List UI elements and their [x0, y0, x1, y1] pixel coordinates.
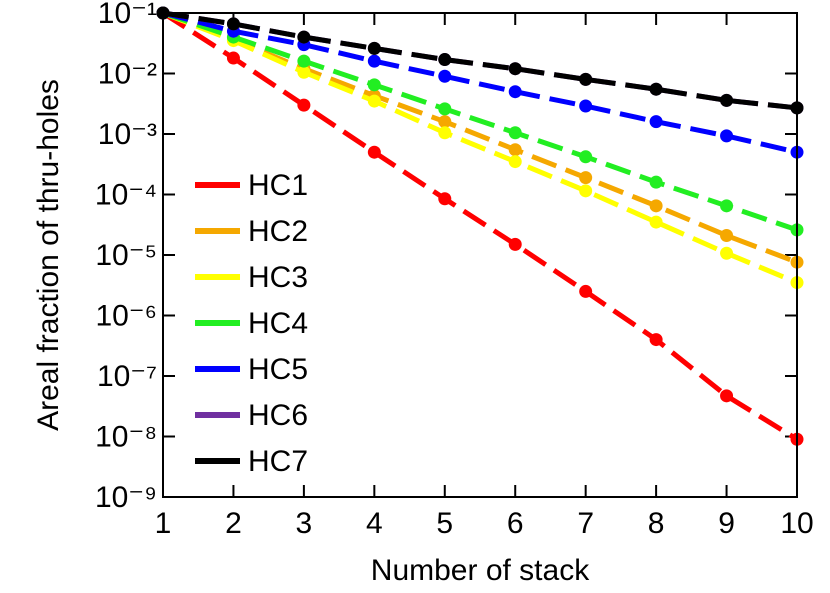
data-point	[438, 53, 452, 67]
y-tick-label: 10⁻²	[98, 57, 157, 90]
y-tick-label: 10⁻⁸	[95, 420, 157, 453]
legend-label: HC3	[248, 261, 308, 294]
data-point	[720, 129, 734, 143]
legend-label: HC1	[248, 169, 308, 202]
data-point	[579, 184, 593, 198]
series-line	[161, 10, 799, 442]
data-point	[720, 246, 734, 260]
x-tick-label: 7	[577, 507, 594, 540]
data-point	[226, 51, 240, 65]
x-tick-label: 10	[780, 507, 813, 540]
y-tick-label: 10⁻⁷	[97, 360, 157, 393]
series-line	[162, 10, 798, 233]
data-point	[367, 145, 381, 159]
data-point	[579, 150, 593, 164]
data-point	[649, 333, 663, 347]
x-tick-label: 8	[648, 507, 665, 540]
data-point	[649, 175, 663, 189]
data-point	[579, 284, 593, 298]
data-point	[720, 199, 734, 213]
y-tick-label: 10⁻¹	[98, 0, 157, 30]
data-point	[649, 215, 663, 229]
legend-label: HC5	[248, 353, 308, 386]
data-point	[226, 17, 240, 31]
x-axis-label: Number of stack	[371, 554, 590, 587]
x-tick-label: 1	[155, 507, 172, 540]
data-point	[367, 41, 381, 55]
data-point	[438, 115, 452, 129]
data-point	[438, 102, 452, 116]
data-point	[438, 192, 452, 206]
data-point	[508, 155, 522, 169]
data-point	[649, 199, 663, 213]
legend-label: HC4	[248, 307, 308, 340]
series-line	[162, 10, 798, 155]
x-tick-label: 5	[436, 507, 453, 540]
x-tick-label: 3	[296, 507, 313, 540]
data-point	[367, 94, 381, 108]
data-point	[579, 72, 593, 86]
y-tick-label: 10⁻⁴	[95, 178, 157, 211]
data-point	[367, 54, 381, 68]
data-point	[297, 65, 311, 79]
y-axis-label: Areal fraction of thru-holes	[32, 79, 65, 431]
data-point	[508, 85, 522, 99]
data-point	[297, 30, 311, 44]
y-tick-label: 10⁻⁹	[95, 481, 157, 514]
data-point	[579, 171, 593, 185]
data-point	[720, 229, 734, 243]
legend-label: HC7	[248, 445, 308, 478]
data-point	[297, 98, 311, 112]
y-tick-label: 10⁻⁶	[95, 299, 157, 332]
data-point	[720, 93, 734, 107]
plot-frame	[162, 12, 798, 498]
x-tick-label: 2	[225, 507, 242, 540]
series-line	[162, 10, 798, 285]
data-point	[649, 115, 663, 129]
data-point	[508, 143, 522, 157]
data-point	[579, 99, 593, 113]
y-tick-label: 10⁻⁵	[95, 239, 157, 272]
data-point	[367, 78, 381, 92]
x-tick-label: 4	[366, 507, 383, 540]
series-line	[162, 10, 798, 111]
data-point	[508, 62, 522, 76]
data-point	[649, 82, 663, 96]
data-point	[438, 126, 452, 140]
y-tick-label: 10⁻³	[98, 118, 157, 151]
data-point	[297, 54, 311, 68]
legend-label: HC2	[248, 215, 308, 248]
data-point	[508, 237, 522, 251]
x-tick-label: 9	[718, 507, 735, 540]
x-tick-label: 6	[507, 507, 524, 540]
legend-label: HC6	[248, 399, 308, 432]
legend: HC1 HC2 HC3 HC4 HC5 HC6 HC7	[195, 169, 308, 478]
data-point	[508, 126, 522, 140]
data-point	[438, 69, 452, 83]
data-point	[720, 389, 734, 403]
